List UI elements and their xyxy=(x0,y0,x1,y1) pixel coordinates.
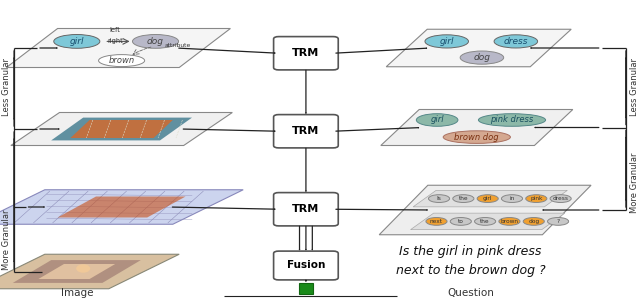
Ellipse shape xyxy=(550,195,572,203)
Polygon shape xyxy=(38,264,115,279)
Ellipse shape xyxy=(99,55,145,67)
Text: TRM: TRM xyxy=(292,48,319,58)
Text: brown dog: brown dog xyxy=(454,133,499,142)
Ellipse shape xyxy=(479,114,545,126)
Polygon shape xyxy=(70,120,173,138)
Polygon shape xyxy=(381,110,573,146)
Polygon shape xyxy=(11,112,232,146)
Polygon shape xyxy=(386,29,572,67)
Text: girl: girl xyxy=(483,196,492,201)
Ellipse shape xyxy=(453,195,474,203)
FancyBboxPatch shape xyxy=(274,193,339,226)
Text: girl: girl xyxy=(70,37,84,46)
Ellipse shape xyxy=(502,195,522,203)
Ellipse shape xyxy=(477,195,499,203)
Ellipse shape xyxy=(494,35,538,48)
Ellipse shape xyxy=(429,195,450,203)
Text: attribute: attribute xyxy=(165,43,191,48)
Polygon shape xyxy=(6,28,230,68)
Text: girl: girl xyxy=(440,37,454,46)
Ellipse shape xyxy=(443,131,511,143)
Text: right: right xyxy=(108,38,123,44)
Text: More Granular: More Granular xyxy=(2,210,11,270)
Text: Image: Image xyxy=(61,288,93,298)
Ellipse shape xyxy=(524,218,544,225)
Text: pink dress: pink dress xyxy=(490,116,534,124)
Text: Fusion: Fusion xyxy=(287,260,325,271)
Bar xyxy=(299,283,313,294)
FancyBboxPatch shape xyxy=(274,251,339,280)
Ellipse shape xyxy=(426,218,447,225)
Ellipse shape xyxy=(76,264,90,273)
Text: left: left xyxy=(110,27,120,33)
Ellipse shape xyxy=(460,51,504,64)
Text: Is: Is xyxy=(436,196,442,201)
Polygon shape xyxy=(58,196,186,218)
Text: pink: pink xyxy=(530,196,543,201)
Text: brown: brown xyxy=(109,56,134,65)
FancyBboxPatch shape xyxy=(274,37,339,70)
Text: in: in xyxy=(509,196,515,201)
Text: next: next xyxy=(430,219,443,224)
Ellipse shape xyxy=(499,218,520,225)
Text: TRM: TRM xyxy=(292,204,319,214)
Ellipse shape xyxy=(474,218,496,225)
Text: yes: yes xyxy=(295,299,317,300)
Text: girl: girl xyxy=(430,116,444,124)
Text: dress: dress xyxy=(553,196,569,201)
Polygon shape xyxy=(13,260,141,283)
FancyBboxPatch shape xyxy=(274,115,339,148)
Text: dress: dress xyxy=(504,37,528,46)
Ellipse shape xyxy=(526,195,547,203)
Text: TRM: TRM xyxy=(292,126,319,136)
Text: Less Granular: Less Granular xyxy=(2,58,11,116)
Polygon shape xyxy=(51,118,192,140)
Text: Question: Question xyxy=(447,288,494,298)
Ellipse shape xyxy=(54,34,100,48)
Polygon shape xyxy=(380,185,591,235)
Text: the: the xyxy=(480,219,490,224)
Text: Less Granular: Less Granular xyxy=(630,58,639,116)
Polygon shape xyxy=(411,213,565,230)
Text: dog: dog xyxy=(147,37,164,46)
Polygon shape xyxy=(0,254,179,289)
Ellipse shape xyxy=(548,218,569,225)
Text: Is the girl in pink dress
next to the brown dog ?: Is the girl in pink dress next to the br… xyxy=(396,245,545,277)
Text: brown: brown xyxy=(500,219,518,224)
Ellipse shape xyxy=(425,35,468,48)
Text: More Granular: More Granular xyxy=(630,153,639,213)
Text: to: to xyxy=(458,219,464,224)
Polygon shape xyxy=(0,190,243,224)
Text: dog: dog xyxy=(474,53,490,62)
Text: dog: dog xyxy=(528,219,540,224)
Ellipse shape xyxy=(417,114,458,126)
Polygon shape xyxy=(413,190,568,207)
Text: the: the xyxy=(458,196,468,201)
Ellipse shape xyxy=(132,34,179,48)
Ellipse shape xyxy=(451,218,472,225)
Text: ?: ? xyxy=(557,219,559,224)
